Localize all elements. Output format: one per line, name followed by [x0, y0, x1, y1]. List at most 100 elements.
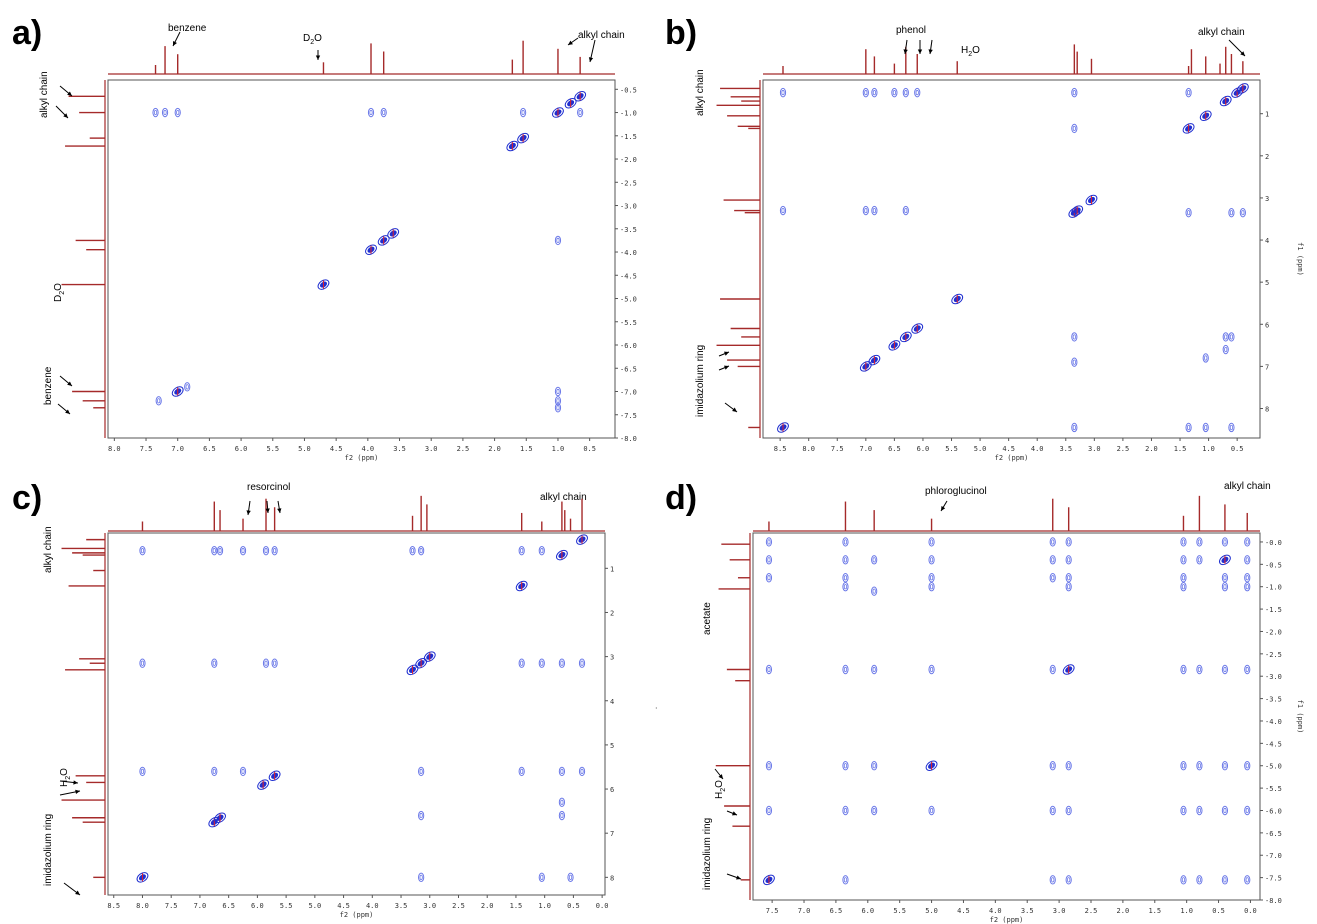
cross-peak-inner	[1224, 346, 1228, 353]
cross-peak-contour	[552, 107, 564, 118]
y-tick-label: -5.0	[1265, 763, 1282, 771]
annotation-arrowhead	[917, 49, 923, 54]
cross-peak-inner	[1051, 877, 1055, 883]
cross-peak	[271, 658, 278, 668]
x-tick-label: 6.0	[251, 902, 264, 910]
cross-peak	[902, 205, 909, 216]
cross-peak	[518, 766, 525, 777]
x-tick-label: 2.0	[1117, 907, 1130, 915]
x-tick-label: 3.0	[425, 445, 438, 453]
panel-a-d2o-o: O	[314, 33, 322, 44]
cross-peak-inner	[904, 207, 908, 214]
cross-peak-contour	[257, 779, 270, 790]
x-tick-label: 7.5	[766, 907, 779, 915]
annotation-arrowhead	[588, 57, 594, 62]
x-tick-label: 7.5	[140, 445, 153, 453]
cross-peak-inner	[843, 557, 848, 563]
cross-peak-inner	[241, 768, 245, 774]
cross-peak-inner	[1229, 334, 1234, 340]
cross-peak-inner	[929, 575, 934, 581]
cross-peak-inner	[1186, 424, 1191, 431]
cross-peak-inner	[915, 90, 919, 96]
annotation-arrowhead	[724, 351, 729, 356]
x-tick-label: 0.5	[1231, 445, 1244, 453]
cross-peak-inner	[560, 812, 564, 819]
x-tick-label: 2.5	[452, 902, 465, 910]
cross-peak-inner	[767, 575, 771, 581]
cross-peak-inner	[1223, 666, 1227, 673]
cross-peak	[765, 537, 773, 547]
cross-peak-inner	[212, 660, 216, 666]
cross-peak-inner	[419, 768, 423, 774]
y-tick-label: 2	[1265, 153, 1269, 161]
cross-peak	[1228, 422, 1235, 433]
cross-peak-inner	[560, 660, 564, 666]
x-tick-label: 7.0	[798, 907, 811, 915]
x-tick-label: 4.5	[330, 445, 343, 453]
cross-peak-inner	[1181, 666, 1186, 673]
cross-peak	[1185, 87, 1192, 98]
cross-peak	[139, 766, 146, 777]
y-tick-label: 3	[1265, 195, 1269, 203]
cross-peak	[1244, 555, 1251, 565]
cross-peak	[1180, 664, 1187, 675]
cross-peak-inner	[1181, 575, 1186, 581]
annotation-arrowhead	[718, 774, 723, 779]
panel-b-h2o-o: O	[972, 45, 980, 56]
cross-peak-inner	[1245, 539, 1249, 545]
cross-peak-contour	[555, 549, 568, 561]
annotation-arrowhead	[1240, 51, 1245, 56]
cross-peak	[765, 805, 773, 816]
cross-peak-contour	[1236, 83, 1249, 94]
cross-peak	[161, 107, 169, 118]
cross-peak	[139, 658, 146, 668]
cross-peak-contour	[888, 340, 901, 351]
cross-peak-inner	[1067, 575, 1071, 581]
cross-peak-inner	[1223, 584, 1227, 590]
cross-peak	[1239, 207, 1246, 218]
y-axis-title: f1 (ppm)	[1296, 700, 1304, 734]
x-tick-label: 7.5	[831, 445, 844, 453]
x-tick-label: 0.5	[567, 902, 580, 910]
x-tick-label: 7.0	[171, 445, 184, 453]
panel-b-chart: 8.5 8.0 7.5 7.0 6.5 6.0 5.5 5.0 4.5 4.0 3.5 3.0 2.5 2…	[716, 39, 1304, 462]
x-tick-label: 3.5	[395, 902, 408, 910]
cross-peak-inner	[560, 768, 564, 774]
cross-peak	[914, 87, 921, 98]
cross-peak-inner	[1197, 877, 1202, 883]
cross-peak-inner	[929, 557, 934, 563]
cross-peak	[538, 545, 545, 556]
panel-a-annotation-alkyl: alkyl chain	[578, 30, 625, 41]
cross-peak	[1071, 332, 1078, 342]
panel-a-annotation-benzene: benzene	[168, 23, 207, 34]
y-tick-label: -2.0	[620, 156, 637, 164]
cross-peak-inner	[1181, 557, 1186, 563]
x-tick-label: 3.0	[423, 902, 436, 910]
cross-peak-inner	[1051, 557, 1055, 563]
cross-peak	[1180, 573, 1187, 583]
cross-peak-inner	[1051, 807, 1055, 814]
annotation-arrowhead	[265, 508, 270, 513]
x-tick-label: 2.5	[1085, 907, 1098, 915]
y-tick-label: 6	[1265, 321, 1269, 329]
cross-peak-inner	[419, 874, 423, 880]
cross-peak	[538, 872, 545, 883]
y-tick-label: -1.0	[620, 110, 637, 118]
annotation-arrowhead	[65, 409, 70, 414]
cross-peak	[842, 761, 849, 771]
cross-peak	[1244, 664, 1251, 675]
y-tick-label: -4.0	[1265, 718, 1282, 726]
cross-peak	[1244, 573, 1251, 583]
cross-peak	[558, 658, 566, 668]
x-tick-label: 4.5	[337, 902, 350, 910]
plot-frame	[762, 79, 1261, 439]
panel-b-h2o-h: H	[961, 45, 969, 56]
x-tick-label: 4.5	[957, 907, 970, 915]
cross-peak	[1221, 805, 1229, 816]
cross-peak-inner	[1204, 424, 1208, 431]
panel-b-label: b)	[665, 14, 698, 52]
cross-peak-inner	[1245, 557, 1249, 563]
cross-peak	[871, 761, 878, 771]
cross-peak-contour	[506, 140, 519, 152]
cross-peak	[1244, 537, 1251, 547]
